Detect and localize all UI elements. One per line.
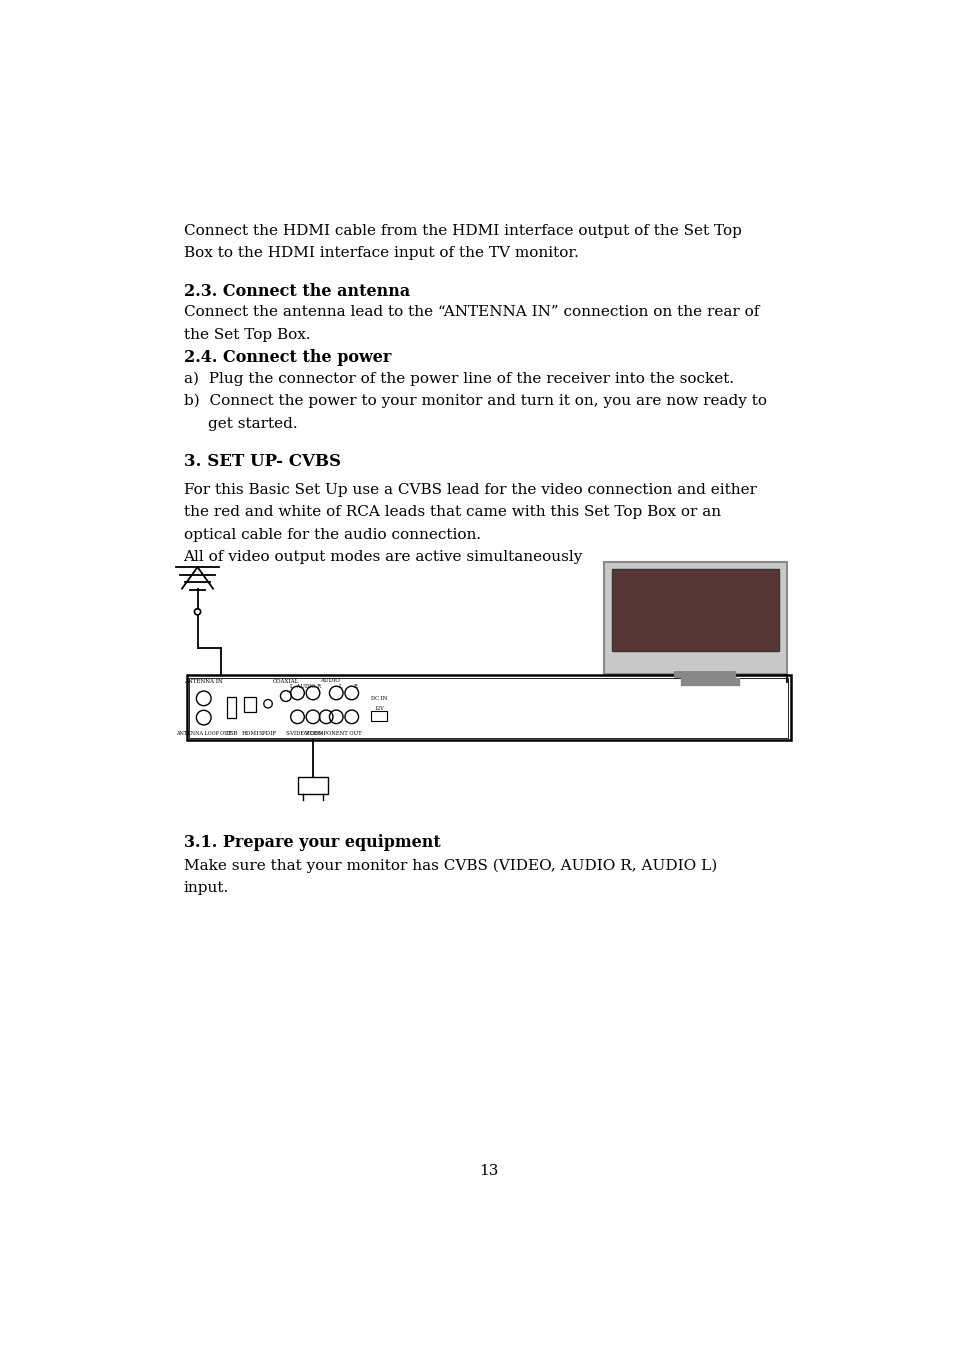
Text: COAXIAL: COAXIAL	[273, 679, 298, 684]
Bar	[187, 675, 790, 740]
Text: DC IN: DC IN	[371, 697, 387, 701]
Text: the Set Top Box.: the Set Top Box.	[183, 328, 310, 342]
Bar	[190, 678, 787, 737]
Text: USB: USB	[225, 730, 237, 736]
Text: b)  Connect the power to your monitor and turn it on, you are now ready to: b) Connect the power to your monitor and…	[183, 394, 766, 408]
Text: Make sure that your monitor has CVBS (VIDEO, AUDIO R, AUDIO L): Make sure that your monitor has CVBS (VI…	[183, 859, 716, 872]
Text: AUDIO: AUDIO	[320, 678, 339, 683]
Text: L: L	[338, 684, 341, 688]
Text: COMPONENT OUT: COMPONENT OUT	[310, 730, 361, 736]
Bar	[298, 778, 328, 794]
Bar	[612, 568, 778, 651]
Text: a)  Plug the connector of the power line of the receiver into the socket.: a) Plug the connector of the power line …	[183, 371, 733, 386]
Text: Connect the antenna lead to the “ANTENNA IN” connection on the rear of: Connect the antenna lead to the “ANTENNA…	[183, 305, 759, 320]
Text: 2.4. Connect the power: 2.4. Connect the power	[183, 348, 391, 366]
Text: ANTENNA IN: ANTENNA IN	[184, 679, 223, 684]
Bar	[371, 710, 386, 721]
Text: L  AUDIO R: L AUDIO R	[290, 684, 320, 688]
Text: S-VIDEO: S-VIDEO	[286, 730, 309, 736]
Text: 3. SET UP- CVBS: 3. SET UP- CVBS	[183, 454, 340, 470]
Bar	[244, 697, 256, 713]
Text: input.: input.	[183, 880, 229, 895]
Text: Connect the HDMI cable from the HDMI interface output of the Set Top: Connect the HDMI cable from the HDMI int…	[183, 224, 740, 238]
Text: 12V: 12V	[374, 706, 383, 711]
Text: VIDEO: VIDEO	[304, 730, 322, 736]
Text: Box to the HDMI interface input of the TV monitor.: Box to the HDMI interface input of the T…	[183, 246, 578, 261]
Text: All of video output modes are active simultaneously: All of video output modes are active sim…	[183, 549, 582, 563]
Text: For this Basic Set Up use a CVBS lead for the video connection and either: For this Basic Set Up use a CVBS lead fo…	[183, 482, 756, 497]
Text: SPDIF: SPDIF	[258, 730, 277, 736]
Polygon shape	[604, 563, 785, 674]
Bar	[227, 697, 236, 718]
Text: HDMI: HDMI	[241, 730, 258, 736]
Text: the red and white of RCA leads that came with this Set Top Box or an: the red and white of RCA leads that came…	[183, 505, 720, 520]
Text: R: R	[354, 684, 357, 688]
Text: get started.: get started.	[208, 417, 297, 431]
Text: optical cable for the audio connection.: optical cable for the audio connection.	[183, 528, 480, 541]
Text: ANTENNA LOOP OUT: ANTENNA LOOP OUT	[176, 730, 232, 736]
Text: 3.1. Prepare your equipment: 3.1. Prepare your equipment	[183, 834, 440, 852]
Text: 13: 13	[478, 1165, 498, 1179]
Text: 2.3. Connect the antenna: 2.3. Connect the antenna	[183, 282, 410, 300]
